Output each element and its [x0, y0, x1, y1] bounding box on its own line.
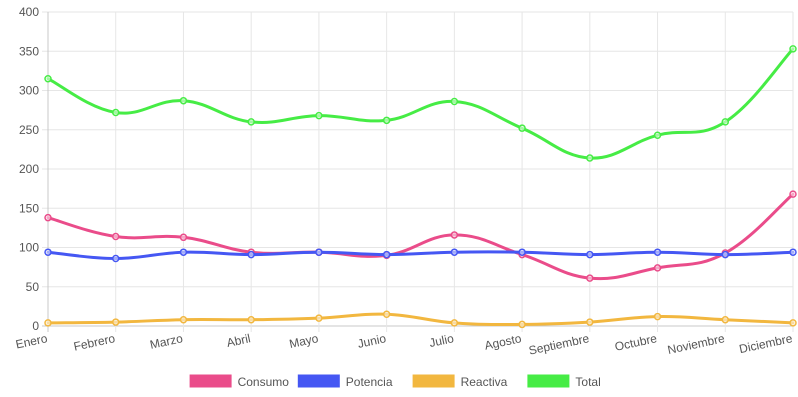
data-point-potencia[interactable]: [789, 248, 797, 256]
y-tick-label: 200: [19, 162, 39, 176]
y-tick-label: 100: [19, 241, 39, 255]
data-point-consumo[interactable]: [586, 274, 594, 282]
legend-item-consumo[interactable]: Consumo: [189, 374, 290, 390]
data-point-potencia[interactable]: [247, 250, 255, 259]
legend-item-total[interactable]: Total: [527, 374, 601, 390]
data-point-total[interactable]: [450, 97, 459, 106]
x-tick-label: Junio: [356, 331, 387, 351]
legend-label-total: Total: [575, 375, 600, 389]
data-point-potencia[interactable]: [653, 248, 662, 256]
data-point-consumo[interactable]: [111, 232, 120, 241]
data-point-potencia[interactable]: [586, 250, 594, 259]
data-point-total[interactable]: [247, 118, 255, 126]
series-line-potencia: [46, 250, 795, 260]
data-point-potencia[interactable]: [450, 248, 459, 256]
y-tick-label: 150: [19, 201, 39, 215]
series-line-consumo: [46, 192, 795, 281]
data-point-consumo[interactable]: [179, 233, 188, 242]
data-point-potencia[interactable]: [111, 254, 120, 263]
data-point-consumo[interactable]: [653, 264, 662, 272]
series-line-total: [46, 47, 795, 160]
y-tick-label: 400: [19, 5, 39, 19]
x-tick-label: Agosto: [483, 331, 523, 353]
data-point-reactiva[interactable]: [721, 315, 730, 324]
data-point-total[interactable]: [382, 116, 391, 125]
data-point-reactiva[interactable]: [653, 312, 662, 321]
data-point-reactiva[interactable]: [315, 314, 323, 322]
data-point-total[interactable]: [44, 74, 52, 83]
data-point-potencia[interactable]: [315, 248, 323, 256]
data-point-consumo[interactable]: [44, 213, 52, 222]
y-tick-label: 300: [19, 84, 39, 98]
data-point-potencia[interactable]: [179, 248, 188, 256]
legend: Consumo Potencia Reactiva Total: [189, 374, 601, 390]
data-point-reactiva[interactable]: [450, 319, 459, 327]
grid: [42, 11, 794, 332]
legend-swatch-reactiva: [412, 374, 455, 388]
data-point-potencia[interactable]: [44, 248, 52, 256]
data-point-reactiva[interactable]: [382, 310, 391, 318]
data-point-total[interactable]: [789, 45, 797, 53]
series-lines: [44, 45, 797, 329]
x-axis-ticks: Enero Febrero Marzo Abril Mayo Junio Julio Agos…: [14, 331, 794, 358]
legend-label-potencia: Potencia: [346, 375, 393, 389]
legend-item-reactiva[interactable]: Reactiva: [412, 374, 508, 390]
y-tick-label: 250: [19, 123, 39, 137]
data-point-reactiva[interactable]: [586, 318, 594, 326]
x-tick-label: Noviembre: [666, 331, 726, 357]
legend-swatch-consumo: [189, 374, 232, 388]
data-point-consumo[interactable]: [789, 190, 797, 198]
x-tick-label: Abril: [225, 331, 251, 350]
legend-item-potencia[interactable]: Potencia: [297, 374, 393, 390]
data-point-total[interactable]: [721, 118, 730, 126]
legend-label-consumo: Consumo: [238, 375, 290, 389]
data-point-total[interactable]: [179, 96, 188, 105]
series-line-reactiva: [46, 312, 795, 327]
data-point-consumo[interactable]: [450, 231, 459, 239]
data-point-total[interactable]: [518, 124, 526, 132]
data-point-total[interactable]: [586, 154, 594, 162]
data-point-potencia[interactable]: [518, 248, 526, 256]
x-tick-label: Diciembre: [738, 331, 794, 356]
data-point-reactiva[interactable]: [179, 315, 188, 324]
data-point-potencia[interactable]: [721, 250, 730, 259]
legend-swatch-potencia: [297, 374, 340, 388]
data-point-total[interactable]: [315, 111, 323, 120]
x-tick-label: Enero: [14, 331, 49, 351]
data-point-potencia[interactable]: [382, 250, 391, 259]
data-point-reactiva[interactable]: [111, 318, 120, 326]
x-tick-label: Marzo: [149, 331, 185, 352]
legend-swatch-total: [527, 374, 570, 388]
x-tick-label: Febrero: [72, 331, 116, 353]
data-point-reactiva[interactable]: [789, 319, 797, 327]
y-axis-ticks: 0 50 100 150 200 250 300 350 400: [19, 5, 39, 333]
data-point-reactiva[interactable]: [247, 315, 255, 324]
x-tick-label: Septiembre: [527, 331, 590, 358]
x-tick-label: Mayo: [288, 331, 320, 351]
data-point-total[interactable]: [653, 131, 662, 139]
y-tick-label: 350: [19, 44, 39, 58]
data-point-reactiva[interactable]: [44, 319, 52, 327]
legend-label-reactiva: Reactiva: [461, 375, 508, 389]
x-tick-label: Julio: [428, 331, 455, 350]
y-tick-label: 0: [32, 319, 39, 333]
data-point-total[interactable]: [111, 108, 120, 117]
x-tick-label: Octubre: [614, 331, 659, 354]
y-tick-label: 50: [26, 280, 40, 294]
data-point-reactiva[interactable]: [518, 320, 526, 329]
